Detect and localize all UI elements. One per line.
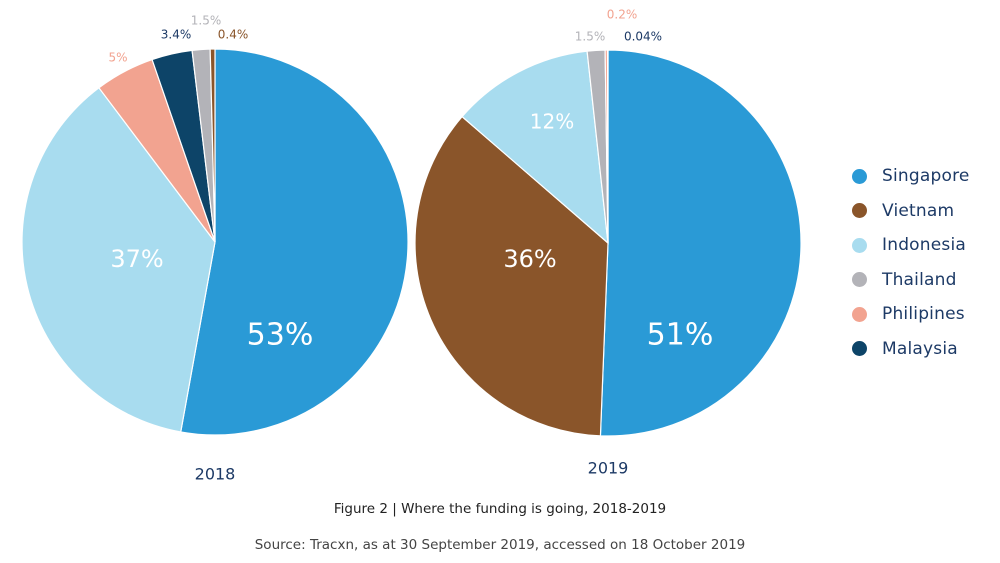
legend-item-singapore: Singapore xyxy=(852,164,970,188)
legend-swatch-philipines xyxy=(852,306,867,322)
slice-label-2018-philipines: 5% xyxy=(108,51,127,65)
legend-label-indonesia: Indonesia xyxy=(882,235,967,256)
legend-swatch-malaysia xyxy=(852,341,867,357)
legend-swatch-vietnam xyxy=(852,203,867,219)
slice-label-2019-vietnam: 36% xyxy=(503,245,556,273)
pie-year-label-2019: 2019 xyxy=(588,459,629,478)
slice-label-2019-philipines: 0.2% xyxy=(607,8,638,22)
pie-slice-2018-singapore xyxy=(180,48,409,436)
legend-item-indonesia: Indonesia xyxy=(852,233,970,257)
figure-caption-title: Figure 2 | Where the funding is going, 2… xyxy=(333,501,667,517)
pie-slice-2019-indonesia xyxy=(461,50,609,245)
pie-slice-2018-vietnam xyxy=(209,48,216,243)
legend-label-malaysia: Malaysia xyxy=(882,338,958,359)
legend-item-malaysia: Malaysia xyxy=(852,337,970,361)
legend-label-vietnam: Vietnam xyxy=(882,200,955,221)
slice-label-2018-thailand: 1.5% xyxy=(191,14,222,28)
legend-swatch-thailand xyxy=(852,272,867,288)
pie-year-label-2018: 2018 xyxy=(195,465,236,484)
slice-label-2019-singapore: 51% xyxy=(647,318,714,353)
legend-swatch-indonesia xyxy=(852,237,867,253)
legend: Singapore Vietnam Indonesia Thailand Phi… xyxy=(852,164,970,372)
legend-label-philipines: Philipines xyxy=(882,304,965,325)
pie-chart-2018: 53% 37% 5% 3.4%1.5%0.4% 2018 xyxy=(21,14,409,484)
slice-label-2018-malaysia: 3.4% xyxy=(161,28,192,42)
slice-label-2019-thailand: 1.5% xyxy=(575,30,606,44)
pie-slice-2019-vietnam xyxy=(414,115,609,437)
figure-caption-source: Source: Tracxn, as at 30 September 2019,… xyxy=(254,537,746,553)
slice-label-2018-singapore: 53% xyxy=(247,318,314,353)
slice-label-2018-indonesia: 37% xyxy=(110,245,163,273)
slice-label-2019-malaysia: 0.04% xyxy=(624,30,662,44)
legend-label-singapore: Singapore xyxy=(882,166,970,186)
slice-label-2018-vietnam: 0.4% xyxy=(218,28,249,42)
legend-item-vietnam: Vietnam xyxy=(852,199,970,223)
legend-label-thailand: Thailand xyxy=(882,269,957,290)
pie-slice-2018-indonesia xyxy=(21,86,216,433)
legend-item-thailand: Thailand xyxy=(852,268,970,292)
pie-chart-2019: 51% 36% 12% 1.5%0.2% 0.04% 2019 xyxy=(414,8,802,478)
slice-label-2019-indonesia: 12% xyxy=(530,110,574,134)
pie-slice-2019-singapore xyxy=(599,49,802,437)
legend-swatch-singapore xyxy=(852,168,867,184)
legend-item-philipines: Philipines xyxy=(852,302,970,326)
